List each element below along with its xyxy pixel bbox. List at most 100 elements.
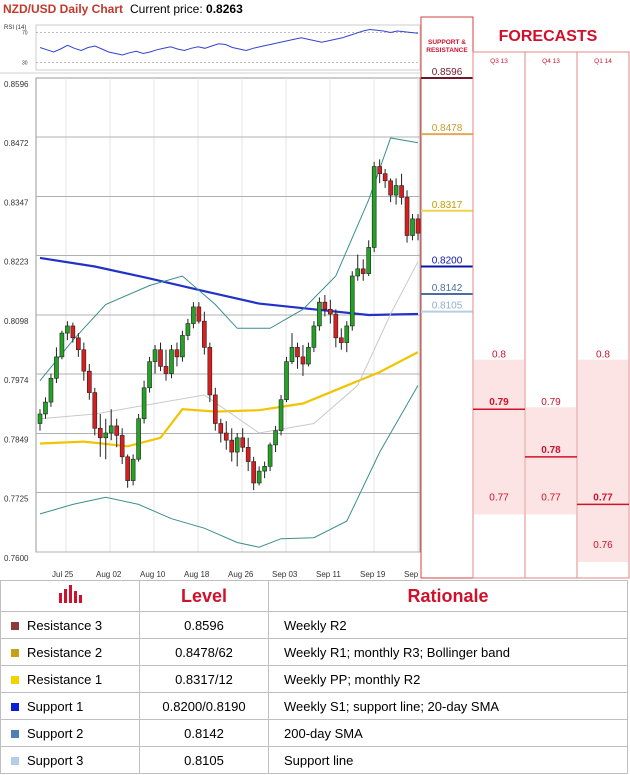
levels-header: SUPPORT & xyxy=(428,39,466,46)
forecast-range xyxy=(526,407,576,515)
candle-body xyxy=(349,275,355,327)
x-tick-label: Sep 11 xyxy=(316,570,341,579)
candle-body xyxy=(333,313,339,339)
candle-body xyxy=(371,166,377,248)
candle-body xyxy=(125,456,130,481)
candle-body xyxy=(202,320,207,348)
forecast-value: 0.78 xyxy=(541,445,561,456)
candle-body xyxy=(130,458,136,481)
candle-body xyxy=(141,387,147,420)
levels-panel xyxy=(420,16,474,579)
candle-body xyxy=(311,325,317,348)
chart-title: NZD/USD Daily Chart xyxy=(3,2,124,16)
candle-body xyxy=(366,247,371,274)
levels-table: Level Rationale Resistance 3 0.8596 Weekly… xyxy=(0,580,628,774)
color-swatch xyxy=(11,757,19,766)
candle-body xyxy=(393,185,399,196)
candle-body xyxy=(377,166,382,174)
rsi-line xyxy=(39,28,419,56)
candle-body xyxy=(43,401,48,415)
overlay-line xyxy=(39,261,419,434)
candle-body xyxy=(355,268,361,277)
header-rationale: Rationale xyxy=(268,580,628,612)
levels-header-2: RESISTANCE xyxy=(426,47,468,54)
row-rationale: Support line xyxy=(268,746,628,774)
forecast-value: 0.8 xyxy=(492,350,506,361)
forecast-value: 0.76 xyxy=(593,540,613,551)
candle-body xyxy=(240,437,245,448)
row-name: Resistance 1 xyxy=(0,665,140,693)
candle-body xyxy=(317,301,322,327)
row-name: Support 1 xyxy=(0,692,140,720)
color-swatch xyxy=(11,676,19,685)
candle-body xyxy=(382,173,388,182)
forecast-value: 0.8 xyxy=(596,350,610,361)
candle-body xyxy=(114,425,119,436)
candle-body xyxy=(273,430,278,446)
candle-body xyxy=(404,197,410,236)
candle-body xyxy=(207,347,213,396)
candle-body xyxy=(278,399,284,431)
candle-body xyxy=(152,349,158,362)
candle-body xyxy=(191,306,196,324)
candle-body xyxy=(65,325,70,334)
row-name-label: Support 2 xyxy=(27,725,84,741)
candle-body xyxy=(322,301,328,310)
x-tick-label: Aug 10 xyxy=(140,570,166,579)
overlay-line xyxy=(39,137,419,382)
y-tick-label: 0.8098 xyxy=(4,317,29,326)
candle-body xyxy=(410,218,415,236)
candle-body xyxy=(415,218,421,234)
y-tick-label: 0.8223 xyxy=(4,258,29,267)
level-label: 0.8596 xyxy=(432,67,463,78)
color-swatch xyxy=(11,730,19,739)
level-label: 0.8142 xyxy=(432,283,463,294)
x-tick-label: Aug 18 xyxy=(184,570,210,579)
forecasts-title: FORECASTS xyxy=(499,28,598,45)
candle-body xyxy=(87,370,92,393)
x-tick-label: Aug 26 xyxy=(228,570,254,579)
forecast-value: 0.77 xyxy=(541,492,561,503)
y-tick-label: 0.7600 xyxy=(4,554,29,563)
forecast-column-label: Q1 14 xyxy=(594,58,612,65)
candle-body xyxy=(92,392,98,429)
candle-body xyxy=(213,394,218,424)
candle-body xyxy=(388,180,393,196)
table-row: Resistance 2 0.8478/62 Weekly R1; monthly … xyxy=(0,638,628,666)
candle-body xyxy=(284,361,289,401)
candle-body xyxy=(267,444,273,467)
candle-body xyxy=(103,432,109,439)
level-label: 0.8105 xyxy=(432,301,463,312)
row-name-label: Resistance 2 xyxy=(27,644,103,660)
candle-body xyxy=(119,435,125,458)
rsi-tick-label: 70 xyxy=(22,31,28,37)
candle-body xyxy=(229,439,235,453)
color-swatch xyxy=(11,649,19,658)
row-name: Resistance 2 xyxy=(0,638,140,666)
candle-body xyxy=(158,349,163,367)
candle-body xyxy=(300,356,306,365)
overlay-line xyxy=(39,385,419,548)
candle-body xyxy=(108,425,114,434)
chart-area: Jul 25 Aug 02 Aug 10 Aug 18 Aug 26 Sep 03 Sep … xyxy=(0,16,630,579)
x-tick-label: Sep 27 xyxy=(404,570,430,579)
y-tick-label: 0.8347 xyxy=(4,199,29,208)
candle-body xyxy=(262,466,267,472)
row-name-label: Support 1 xyxy=(27,698,84,714)
candle-body xyxy=(344,325,350,343)
row-name: Resistance 3 xyxy=(0,611,140,639)
y-tick-label: 0.7725 xyxy=(4,495,29,504)
bar-chart-icon-svg xyxy=(59,584,82,603)
candle-body xyxy=(81,349,87,372)
x-tick-label: Jul 25 xyxy=(52,570,74,579)
level-label: 0.8200 xyxy=(432,255,463,266)
color-swatch xyxy=(11,622,19,631)
row-rationale: 200-day SMA xyxy=(268,719,628,747)
forecast-value: 0.77 xyxy=(593,492,613,503)
row-name-label: Resistance 3 xyxy=(27,617,103,633)
candle-body xyxy=(234,437,240,453)
row-level: 0.8317/12 xyxy=(139,665,269,693)
candle-body xyxy=(70,325,76,339)
table-row: Resistance 1 0.8317/12 Weekly PP; monthly … xyxy=(0,665,628,693)
y-tick-label: 0.8596 xyxy=(4,80,29,89)
